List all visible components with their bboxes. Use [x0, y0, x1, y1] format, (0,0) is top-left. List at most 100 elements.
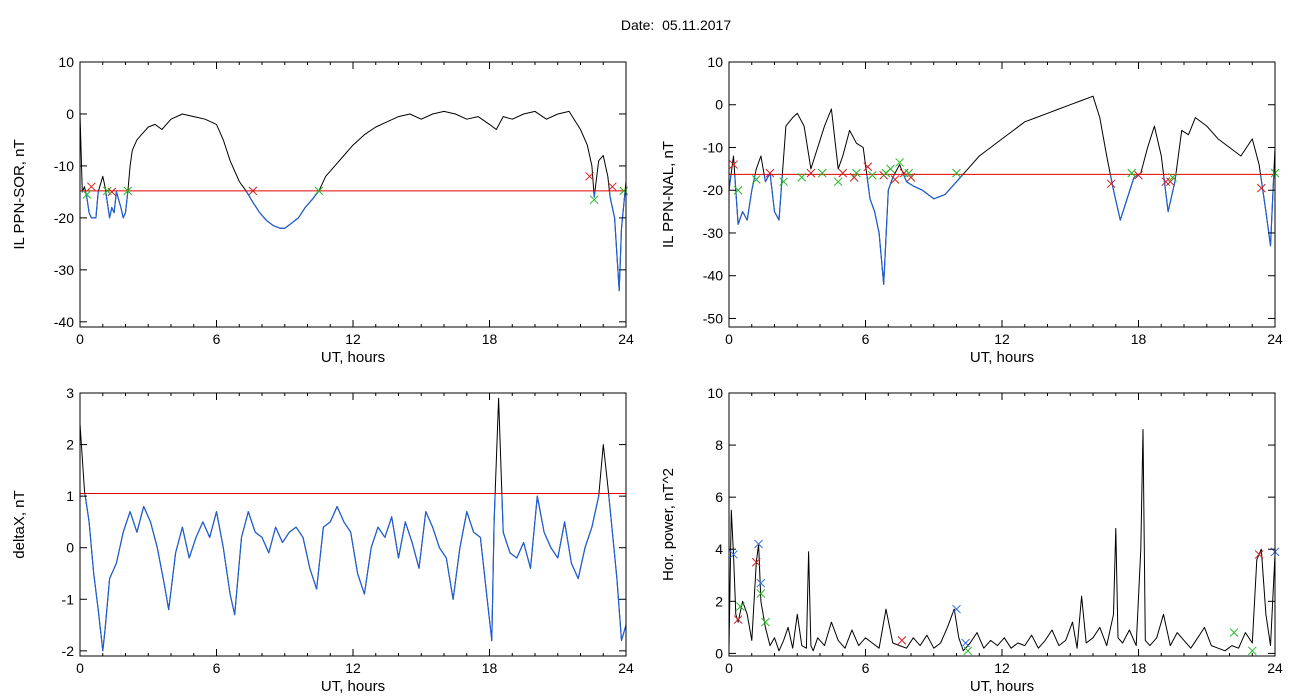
- panel-hor-power: 0 6 12 18 24 10 8 6 4 2 0 UT, hours Hor. power, nT^2: [660, 385, 1283, 695]
- marker-red: [897, 636, 907, 645]
- marker-red: [890, 175, 900, 184]
- page-title: Date: 05.11.2017: [620, 17, 732, 33]
- marker-green: [82, 190, 92, 199]
- x-tick-label: 18: [1131, 331, 1147, 347]
- marker-green: [123, 186, 133, 196]
- marker-green: [852, 168, 861, 178]
- marker-blue: [961, 638, 970, 648]
- x-tick-label: 0: [725, 331, 733, 347]
- x-tick-label: 12: [994, 331, 1010, 347]
- marker-green: [797, 173, 807, 182]
- marker-red: [87, 182, 96, 192]
- series-line-below-threshold: [84, 493, 626, 652]
- x-tick-label: 12: [345, 331, 361, 347]
- marker-green: [904, 168, 914, 178]
- y-tick-label: -20: [54, 210, 74, 226]
- y-tick-label: -30: [703, 225, 723, 241]
- marker-blue: [756, 578, 766, 588]
- marker-red: [899, 168, 909, 178]
- marker-green: [761, 617, 770, 627]
- y-tick-label: 0: [66, 106, 74, 122]
- marker-green: [963, 646, 973, 656]
- marker-green: [1127, 168, 1137, 178]
- marker-green: [736, 602, 745, 611]
- x-tick-label: 12: [994, 660, 1010, 676]
- marker-green: [756, 589, 766, 598]
- y-tick-label: -2: [62, 643, 75, 659]
- y-tick-label: 8: [715, 437, 723, 453]
- marker-red: [729, 160, 738, 169]
- plot-frame: [79, 392, 627, 657]
- marker-green: [1168, 173, 1177, 182]
- marker-green: [1247, 646, 1257, 656]
- y-tick-label: 2: [66, 437, 74, 453]
- y-tick-label: -1: [62, 591, 75, 607]
- plot-frame: [79, 61, 627, 328]
- x-tick-label: 0: [725, 660, 733, 676]
- marker-green: [886, 164, 895, 174]
- marker-red: [849, 173, 859, 182]
- plot-frame: [728, 392, 1276, 657]
- marker-green: [589, 195, 599, 205]
- marker-green: [751, 175, 761, 184]
- x-axis-label: UT, hours: [970, 678, 1034, 695]
- y-tick-label: -20: [703, 182, 723, 198]
- x-axis-label: UT, hours: [321, 349, 385, 366]
- y-tick-label: 0: [715, 645, 723, 661]
- marker-red: [838, 168, 848, 178]
- series-line-below-threshold: [729, 174, 1275, 285]
- panel-il-ppn-nal: 0 6 12 18 24 10 0 -10 -20 -30 -40 -50 UT, hours IL PP…: [660, 54, 1283, 366]
- x-tick-label: 6: [862, 331, 870, 347]
- marker-green: [895, 158, 904, 167]
- y-tick-label: 10: [707, 54, 723, 70]
- marker-green: [833, 177, 843, 187]
- marker-red: [1134, 170, 1143, 180]
- x-tick-label: 6: [862, 660, 870, 676]
- series-line: [729, 95, 1275, 285]
- x-tick-label: 24: [1267, 660, 1283, 676]
- x-tick-label: 6: [213, 660, 221, 676]
- marker-red: [1165, 177, 1175, 187]
- x-tick-label: 6: [213, 331, 221, 347]
- marker-blue: [729, 550, 738, 559]
- marker-red: [765, 168, 775, 178]
- panel-il-ppn-sor: 0 6 12 18 24 10 0 -10 -20 -30 -40 UT, hours IL PPN-S…: [11, 54, 634, 366]
- x-tick-label: 0: [76, 660, 84, 676]
- marker-green: [314, 186, 324, 196]
- y-tick-label: -10: [703, 139, 723, 155]
- marker-green: [102, 186, 112, 196]
- marker-green: [733, 185, 743, 195]
- plot-frame: [728, 61, 1276, 328]
- marker-red: [248, 186, 258, 196]
- marker-red: [1106, 179, 1116, 189]
- marker-green: [952, 168, 961, 178]
- marker-red: [607, 182, 617, 192]
- marker-green: [779, 177, 788, 187]
- x-tick-label: 24: [618, 660, 634, 676]
- marker-red: [1161, 177, 1171, 187]
- series-line: [80, 397, 626, 652]
- marker-blue: [754, 539, 763, 549]
- y-tick-label: 10: [707, 385, 723, 401]
- marker-red: [1256, 183, 1266, 193]
- marker-red: [863, 162, 873, 172]
- marker-red: [751, 557, 761, 567]
- series-line: [729, 429, 1275, 652]
- y-tick-label: -40: [54, 314, 74, 330]
- panel-delta-x: 0 6 12 18 24 3 2 1 0 -1 -2 UT, hours deltaX, nT: [11, 385, 634, 695]
- marker-blue: [952, 604, 961, 614]
- y-tick-label: -50: [703, 310, 723, 326]
- series-line-below-threshold: [81, 190, 626, 292]
- y-tick-label: 2: [715, 593, 723, 609]
- x-tick-label: 24: [1267, 331, 1283, 347]
- marker-green: [1229, 628, 1239, 637]
- x-axis-label: UT, hours: [970, 349, 1034, 366]
- y-tick-label: -40: [703, 268, 723, 284]
- y-tick-label: 3: [66, 385, 74, 401]
- x-tick-label: 24: [618, 331, 634, 347]
- y-tick-label: 10: [58, 54, 74, 70]
- marker-green: [817, 168, 827, 178]
- marker-red: [1254, 550, 1264, 559]
- x-tick-label: 18: [482, 331, 498, 347]
